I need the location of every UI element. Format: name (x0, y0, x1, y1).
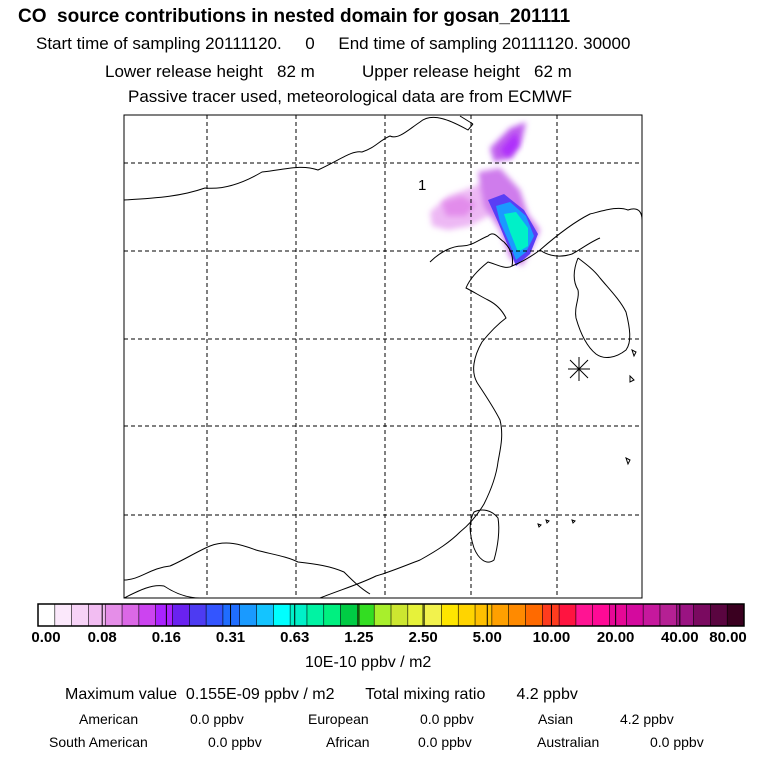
tracer-info-line: Passive tracer used, meteorological data… (128, 87, 573, 106)
coastlines (124, 115, 642, 598)
colorbar-cell (306, 604, 325, 626)
plume-label: 1 (418, 177, 426, 194)
colorbar-cell (491, 604, 510, 626)
colorbar-cell (391, 604, 409, 626)
colorbar-tick-label: 20.00 (596, 629, 635, 646)
colorbar-cell (693, 604, 711, 626)
colorbar-cell (559, 604, 577, 626)
colorbar-cell (592, 604, 610, 626)
colorbar-tick-label: 0.16 (151, 629, 181, 646)
colorbar-cell (508, 604, 526, 626)
colorbar-cell (542, 604, 560, 626)
receptor-asterisk-icon (568, 357, 590, 381)
colorbar-cell (643, 604, 661, 626)
colorbar-tick-label: 80.00 (709, 629, 747, 646)
source-name-asian: Asian (538, 711, 574, 727)
colorbar-tick-label: 2.50 (408, 629, 438, 646)
colorbar-cell (54, 604, 73, 626)
colorbar-cell (172, 604, 190, 626)
colorbar-tick-label: 5.00 (472, 629, 502, 646)
colorbar-cell (273, 604, 291, 626)
colorbar-tick-label: 10.00 (532, 629, 571, 646)
colorbar-cell (71, 604, 89, 626)
source-name-south-american: South American (49, 734, 148, 750)
colorbar-cell (575, 604, 594, 626)
colorbar-tick-label: 1.25 (344, 629, 374, 646)
source-value-australian: 0.0 ppbv (650, 734, 704, 750)
colorbar-unit-label: 10E-10 ppbv / m2 (305, 654, 432, 671)
colorbar-cell (458, 604, 476, 626)
colorbar-cell (155, 604, 173, 626)
colorbar-tick-label: 0.31 (215, 629, 246, 646)
source-value-south-american: 0.0 ppbv (208, 734, 262, 750)
source-name-american: American (79, 711, 139, 727)
colorbar-cell (727, 604, 745, 626)
source-value-asian: 4.2 ppbv (620, 711, 674, 727)
colorbar-cell (105, 604, 123, 626)
colorbar-cell (710, 604, 728, 626)
colorbar-cell (525, 604, 543, 626)
colorbar-cell (676, 604, 694, 626)
colorbar-cell (626, 604, 644, 626)
colorbar-tick-label: 0.08 (87, 629, 117, 646)
colorbar-cell (441, 604, 459, 626)
colorbar-cell (256, 604, 274, 626)
colorbar-cell (239, 604, 257, 626)
colorbar-cell (290, 604, 308, 626)
max-value-line: Maximum value 0.155E-09 ppbv / m2 Total … (65, 686, 578, 703)
map-frame (123, 114, 643, 599)
source-value-european: 0.0 ppbv (420, 711, 474, 727)
colorbar-cell (424, 604, 442, 626)
source-name-european: European (308, 711, 369, 727)
source-value-american: 0.0 ppbv (190, 711, 244, 727)
colorbar-cell (357, 604, 375, 626)
colorbar-cell (609, 604, 627, 626)
colorbar-cell (374, 604, 392, 626)
source-value-african: 0.0 ppbv (418, 734, 472, 750)
colorbar-cell (206, 604, 224, 626)
colorbar-tick-label: 40.00 (661, 629, 699, 646)
lat-lon-grid (124, 115, 642, 598)
release-height-line: Lower release height 82 m Upper release … (105, 62, 572, 81)
colorbar-cell (407, 604, 426, 626)
source-name-african: African (326, 734, 370, 750)
source-name-australian: Australian (537, 734, 600, 750)
colorbar-tick-label: 0.00 (31, 629, 61, 646)
colorbar-cell (222, 604, 241, 626)
plot-title: CO source contributions in nested domain… (18, 6, 571, 27)
colorbar-tick-label: 0.63 (280, 629, 310, 646)
colorbar-cell (323, 604, 341, 626)
colorbar-cell (340, 604, 358, 626)
colorbar-cell (475, 604, 493, 626)
colorbar-cell (122, 604, 140, 626)
sampling-time-line: Start time of sampling 20111120. 0 End t… (36, 34, 631, 53)
colorbar-cell (38, 604, 56, 626)
colorbar-cell (88, 604, 106, 626)
concentration-plume (430, 122, 540, 266)
colorbar-cell (138, 604, 157, 626)
colorbar-cell (189, 604, 207, 626)
colorbar-cell (659, 604, 678, 626)
